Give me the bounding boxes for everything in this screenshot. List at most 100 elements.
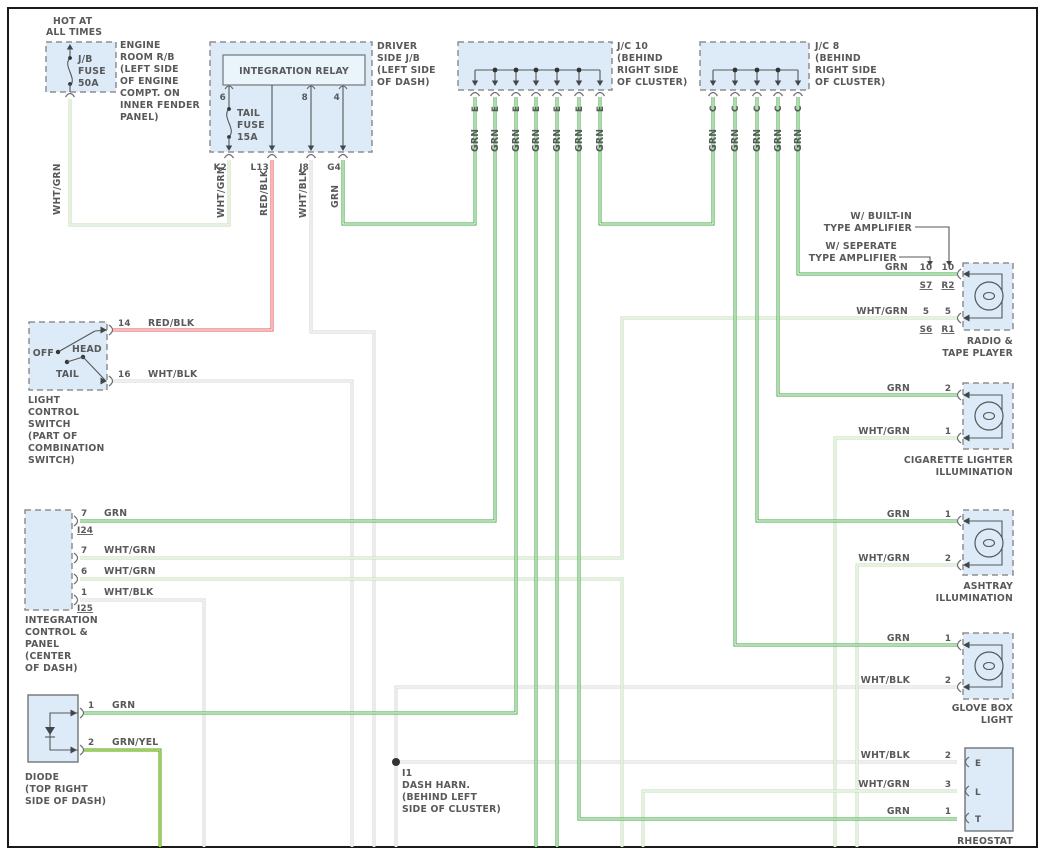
wire-grn-jc10p7-jc8p1 bbox=[598, 97, 715, 226]
wire-color-label: GRN bbox=[887, 806, 910, 817]
pin-number: 10 bbox=[942, 263, 955, 273]
jc8-label: OF CLUSTER) bbox=[815, 77, 885, 88]
pin-number: 14 bbox=[118, 319, 131, 329]
light-switch-label: SWITCH) bbox=[28, 455, 75, 466]
switch-position-label: HEAD bbox=[72, 344, 102, 355]
engine-room-label: COMPT. ON bbox=[120, 88, 180, 99]
connector-ref-link[interactable]: R2 bbox=[941, 281, 954, 291]
engine-room-label: (LEFT SIDE bbox=[120, 64, 179, 75]
wire-color-label: GRN bbox=[112, 700, 135, 711]
wire-whtblk-panel1 bbox=[80, 598, 206, 847]
up-arrow-icon bbox=[66, 44, 74, 50]
glove-box-label: LIGHT bbox=[981, 715, 1014, 726]
panel-pins bbox=[73, 515, 79, 606]
connector-ref-link[interactable]: S6 bbox=[920, 325, 933, 335]
relay-exit-id: K2 bbox=[214, 163, 227, 173]
i1-label: I1 bbox=[402, 768, 412, 779]
wire-color-label: WHT/BLK bbox=[861, 675, 911, 686]
pin-number: 2 bbox=[945, 751, 951, 761]
ashtray-label: ILLUMINATION bbox=[936, 593, 1013, 604]
wire-color-label: GRN bbox=[887, 383, 910, 394]
glove-box-label: GLOVE BOX bbox=[952, 703, 1013, 714]
svg-text:C: C bbox=[774, 105, 784, 112]
driver-jb-label: (LEFT SIDE bbox=[377, 65, 436, 76]
light-switch-label: (PART OF bbox=[28, 431, 78, 442]
jc10-label: J/C 10 bbox=[616, 41, 648, 52]
svg-text:GRN: GRN bbox=[595, 129, 606, 152]
pin-number: 5 bbox=[923, 307, 929, 317]
connector-ref-link[interactable]: S7 bbox=[920, 281, 933, 291]
svg-text:E: E bbox=[575, 106, 585, 112]
driver-jb-label: SIDE J/B bbox=[377, 53, 420, 64]
panel-label: (CENTER bbox=[25, 651, 71, 662]
i1-label: SIDE OF CLUSTER) bbox=[402, 804, 501, 815]
wire-grn-jc8p2-glove1 bbox=[733, 97, 957, 647]
wire-grn-jc10p2-panel7 bbox=[80, 97, 497, 523]
ashtray-bulb bbox=[956, 515, 1004, 571]
bulb-icon bbox=[974, 401, 1004, 431]
amp-pointer-lines bbox=[899, 226, 952, 266]
wire-color-label: GRN bbox=[885, 262, 908, 273]
connector-ref-link[interactable]: I25 bbox=[77, 604, 93, 614]
svg-text:C: C bbox=[709, 105, 719, 112]
wire-color-label: WHT/BLK bbox=[298, 168, 309, 218]
separate-amp-label: W/ SEPERATE bbox=[825, 241, 897, 252]
svg-text:GRN: GRN bbox=[773, 129, 784, 152]
pin-number: 1 bbox=[81, 588, 87, 598]
wire-whtblk-switch16 bbox=[112, 379, 354, 847]
svg-text:C: C bbox=[794, 105, 804, 112]
wire-color-label: WHT/GRN bbox=[856, 306, 908, 317]
page-border bbox=[7, 7, 1038, 848]
fuse-rating-label: 50A bbox=[78, 78, 99, 89]
wires bbox=[68, 97, 957, 847]
connector-ref-link[interactable]: R1 bbox=[941, 325, 954, 335]
pin-number: 2 bbox=[945, 676, 951, 686]
wire-color-label: GRN bbox=[330, 185, 341, 208]
diode-symbol bbox=[45, 707, 85, 756]
connector-ref-link[interactable]: I24 bbox=[77, 526, 93, 536]
diode-box bbox=[27, 694, 79, 763]
jc8-box bbox=[699, 41, 810, 91]
svg-text:E: E bbox=[553, 106, 563, 112]
wire-color-label: GRN/YEL bbox=[112, 737, 158, 748]
relay-pin-number: 8 bbox=[302, 93, 308, 103]
hot-at-label: HOT AT bbox=[53, 16, 93, 27]
jc10-label: RIGHT SIDE bbox=[617, 65, 679, 76]
jc10-pins bbox=[469, 67, 606, 97]
terminal-letter: L bbox=[975, 788, 981, 798]
cigarette-lighter-label: CIGARETTE LIGHTER bbox=[904, 455, 1013, 466]
wire-color-label: WHT/GRN bbox=[858, 553, 910, 564]
svg-text:GRN: GRN bbox=[708, 129, 719, 152]
wire-color-label: GRN bbox=[104, 508, 127, 519]
terminal-letter: E bbox=[975, 759, 981, 769]
built-in-amp-label: TYPE AMPLIFIER bbox=[824, 223, 912, 234]
engine-room-label: ROOM R/B bbox=[120, 52, 175, 63]
jc8-label: RIGHT SIDE bbox=[815, 65, 877, 76]
bulb-icon bbox=[974, 651, 1004, 681]
relay-pin-number: 6 bbox=[220, 93, 226, 103]
engine-room-label: PANEL) bbox=[120, 112, 159, 123]
radio-label: RADIO & bbox=[967, 336, 1013, 347]
jc8-label: J/C 8 bbox=[814, 41, 839, 52]
pin-number: 10 bbox=[920, 263, 933, 273]
cigarette-lighter-bulb bbox=[956, 389, 1004, 444]
jc8-pin-letters: C C C C C GRN GRN GRN GRN GRN bbox=[708, 105, 804, 152]
panel-label: PANEL bbox=[25, 639, 59, 650]
svg-text:GRN: GRN bbox=[470, 129, 481, 152]
driver-jb-label: OF DASH) bbox=[377, 77, 430, 88]
pin-number: 3 bbox=[945, 780, 951, 790]
pin-number: 1 bbox=[945, 427, 951, 437]
relay-exit-id: J8 bbox=[298, 163, 309, 173]
panel-label: INTEGRATION bbox=[25, 615, 98, 626]
fuse-label: J/B bbox=[77, 54, 93, 65]
pin-number: 2 bbox=[88, 738, 94, 748]
light-switch-label: CONTROL bbox=[28, 407, 79, 418]
integration-relay-box bbox=[222, 54, 366, 86]
i1-label: (BEHIND LEFT bbox=[402, 792, 477, 803]
pin-number: 1 bbox=[88, 701, 94, 711]
relay-pins bbox=[223, 85, 349, 159]
wire-color-label: WHT/BLK bbox=[861, 750, 911, 761]
light-switch-label: SWITCH bbox=[28, 419, 71, 430]
rheostat-box bbox=[964, 747, 1014, 832]
